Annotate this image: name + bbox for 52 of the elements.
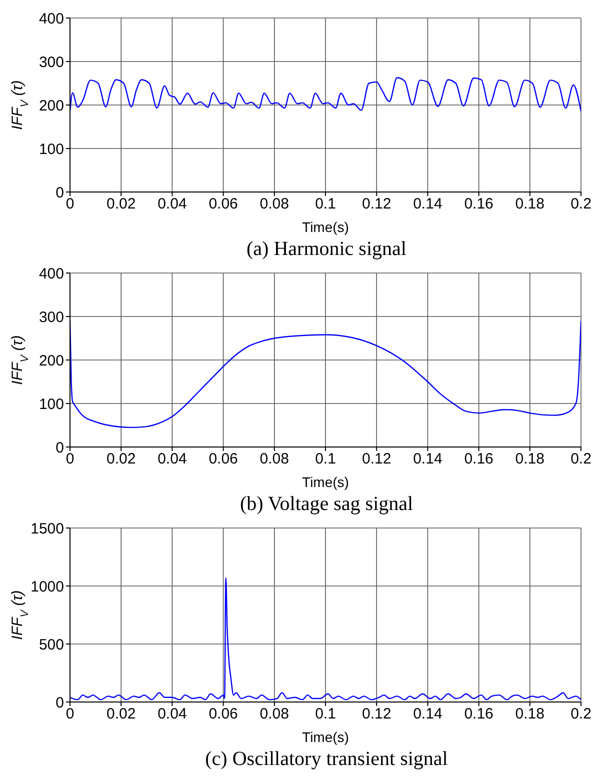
y-tick-label: 200 (38, 97, 64, 114)
x-axis-title: Time(s) (302, 729, 349, 745)
x-tick-label: 0.14 (413, 706, 442, 723)
y-tick-label: 300 (38, 308, 64, 326)
x-tick-label: 0.06 (208, 450, 238, 468)
x-tick-label: 0.2 (570, 450, 592, 468)
line-series (70, 76, 581, 112)
y-tick-label: 200 (38, 352, 64, 370)
x-tick-label: 0.16 (464, 706, 494, 723)
text: (a) Harmonic signal (246, 237, 408, 262)
x-tick-label: 0.16 (464, 450, 494, 468)
y-tick-label: 500 (38, 636, 64, 654)
y-tick-label: 300 (38, 54, 64, 71)
x-tick-label: 0.04 (158, 706, 187, 723)
text: (b) Voltage sag signal (238, 492, 414, 517)
y-tick-label: 1000 (30, 578, 64, 596)
x-tick-label: 0.08 (260, 196, 289, 213)
x-tick-label: 0.1 (315, 450, 336, 468)
x-tick-label: 0.06 (208, 196, 238, 213)
x-tick-label: 0.18 (515, 706, 544, 723)
y-tick-label: 0 (56, 439, 64, 456)
x-tick-label: 0.18 (515, 196, 544, 213)
y-tick-label: 400 (38, 10, 64, 28)
x-tick-label: 0.2 (570, 706, 592, 723)
x-tick-label: 0.04 (158, 196, 187, 213)
text: (c) Oscillatory transient signal (204, 747, 449, 772)
x-tick-label: 0.12 (362, 450, 392, 468)
y-tick-label: 0 (56, 694, 64, 712)
x-tick-label: 0.08 (260, 450, 289, 468)
y-tick-label: 100 (38, 140, 64, 158)
x-tick-label: 0.12 (362, 196, 392, 213)
x-tick-label: 0.14 (413, 196, 442, 213)
x-tick-label: 0.2 (570, 196, 592, 213)
y-tick-label: 0 (56, 184, 64, 202)
x-tick-label: 0.1 (315, 196, 336, 213)
x-tick-label: 0.1 (315, 706, 336, 723)
x-tick-label: 0.06 (208, 706, 238, 723)
x-tick-label: 0.02 (106, 706, 136, 723)
x-tick-label: 0.16 (464, 196, 494, 213)
x-tick-label: 0.04 (158, 450, 187, 468)
y-tick-label: 400 (38, 265, 64, 282)
x-tick-label: 0.08 (260, 706, 289, 723)
y-tick-label: 100 (38, 396, 64, 413)
x-tick-label: 0.02 (106, 450, 136, 468)
x-axis-title: Time(s) (302, 474, 349, 490)
x-axis-title: Time(s) (302, 219, 349, 235)
y-tick-label: 1500 (30, 520, 64, 538)
line-series (70, 320, 581, 428)
x-tick-label: 0.14 (413, 450, 442, 468)
x-tick-label: 0.12 (362, 706, 392, 723)
x-tick-label: 0.18 (515, 450, 544, 468)
x-tick-label: 0.02 (106, 196, 136, 213)
